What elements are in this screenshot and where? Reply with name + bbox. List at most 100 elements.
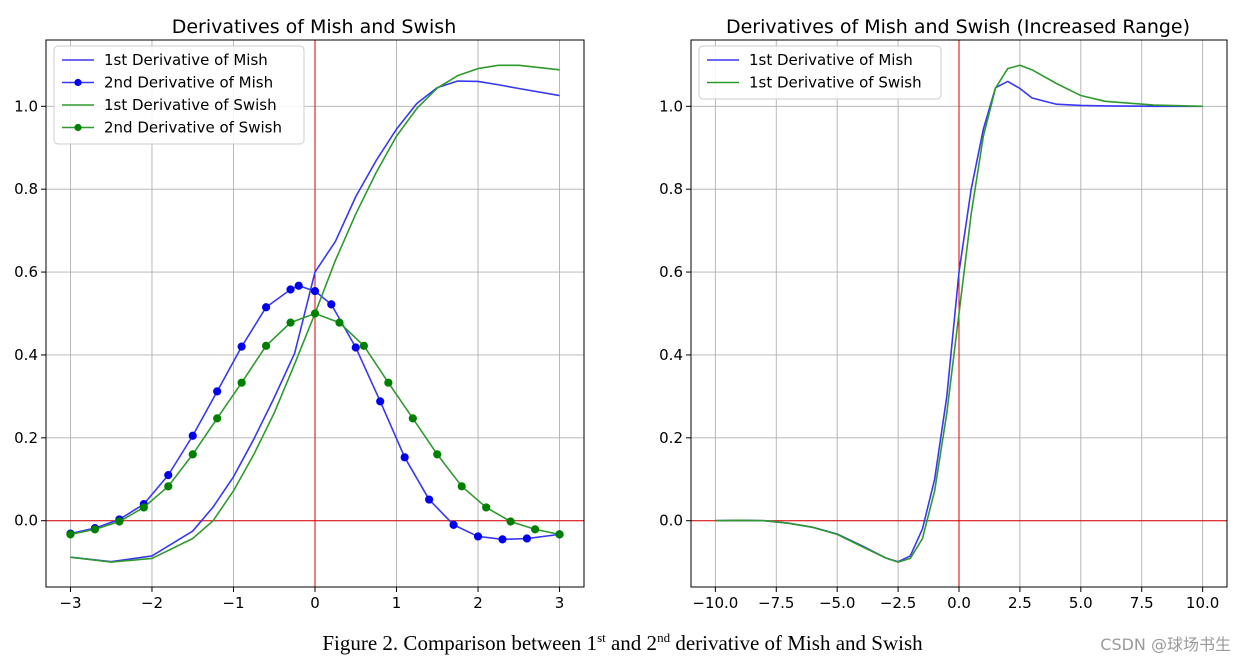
series-group: [715, 64, 1203, 563]
caption-suffix: derivative of Mish and Swish: [670, 631, 923, 655]
x-tick-label: −5.0: [819, 594, 855, 612]
data-point-2nd-derivative-of-mish: [449, 520, 458, 529]
x-tick-label: 10.0: [1186, 594, 1219, 612]
legend-label: 1st Derivative of Swish: [749, 74, 922, 92]
legend-label: 2nd Derivative of Swish: [104, 119, 282, 137]
legend-label: 2nd Derivative of Mish: [104, 74, 273, 92]
data-point-2nd-derivative-of-swish: [530, 525, 540, 534]
x-tick-label: −2.5: [880, 594, 916, 612]
y-tick-label: 0.2: [14, 429, 38, 447]
x-tick-label: −1: [222, 594, 244, 612]
data-point-2nd-derivative-of-swish: [408, 414, 417, 423]
y-tick-label: 1.0: [659, 97, 683, 115]
data-point-2nd-derivative-of-swish: [115, 517, 124, 526]
y-tick-label: 1.0: [14, 97, 38, 115]
x-tick-label: 5.0: [1069, 594, 1093, 612]
y-tick-label: 0.4: [14, 346, 38, 364]
legend: 1st Derivative of Mish 1st Derivative of …: [698, 45, 942, 100]
y-tick-label: 0.8: [659, 180, 683, 198]
x-tick-label: 0: [310, 594, 320, 612]
data-point-2nd-derivative-of-mish: [213, 387, 222, 396]
data-point-2nd-derivative-of-swish: [433, 450, 442, 459]
data-point-2nd-derivative-of-swish: [335, 318, 344, 327]
data-point-2nd-derivative-of-swish: [457, 482, 466, 491]
y-tick-label: 0.6: [14, 263, 38, 281]
watermark: CSDN @球场书生: [1100, 635, 1231, 654]
data-point-2nd-derivative-of-mish: [473, 532, 483, 541]
chart-title: Derivatives of Mish and Swish: [172, 16, 457, 38]
figure-caption: Figure 2. Comparison between 1st and 2nd…: [0, 630, 1245, 656]
data-point-2nd-derivative-of-swish: [310, 309, 320, 318]
data-point-2nd-derivative-of-mish: [498, 535, 507, 544]
series-line-1st-derivative-of-swish: [70, 64, 560, 563]
data-point-2nd-derivative-of-mish: [164, 471, 173, 480]
caption-prefix: Figure 2. Comparison between 1: [322, 631, 598, 655]
data-point-2nd-derivative-of-swish: [286, 318, 295, 327]
caption-sup-first: st: [597, 630, 606, 645]
data-point-2nd-derivative-of-swish: [188, 450, 197, 459]
chart-derivatives: Derivatives of Mish and Swish −3 −2 −1 0 1 2 3…: [14, 16, 585, 612]
y-axis-ticks: 0.0 0.2 0.4 0.6 0.8 1.0: [14, 97, 46, 530]
data-point-2nd-derivative-of-mish: [327, 300, 336, 309]
data-point-2nd-derivative-of-mish: [237, 342, 246, 351]
data-point-2nd-derivative-of-swish: [506, 517, 515, 526]
data-point-2nd-derivative-of-mish: [351, 343, 360, 352]
data-point-2nd-derivative-of-mish: [188, 431, 197, 440]
y-tick-label: 0.8: [14, 180, 38, 198]
legend-box: [698, 45, 942, 100]
legend: 1st Derivative of Mish 2nd Derivative of …: [53, 45, 305, 145]
x-tick-label: 3: [555, 594, 565, 612]
data-point-2nd-derivative-of-swish: [384, 378, 393, 387]
y-tick-label: 0.4: [659, 346, 683, 364]
data-point-2nd-derivative-of-mish: [425, 495, 434, 504]
x-tick-label: −7.5: [758, 594, 794, 612]
data-point-2nd-derivative-of-swish: [139, 503, 148, 512]
x-axis-ticks: −3 −2 −1 0 1 2 3: [59, 587, 564, 612]
data-point-2nd-derivative-of-mish: [286, 285, 295, 294]
figure: Derivatives of Mish and Swish −3 −2 −1 0 1 2 3…: [14, 16, 1228, 612]
x-tick-label: 0.0: [947, 594, 971, 612]
data-point-2nd-derivative-of-swish: [164, 482, 173, 491]
x-tick-label: −10.0: [692, 594, 738, 612]
x-tick-label: −2: [141, 594, 163, 612]
data-point-2nd-derivative-of-swish: [555, 530, 564, 539]
legend-label: 1st Derivative of Mish: [104, 51, 268, 69]
legend-label: 1st Derivative of Swish: [104, 96, 277, 114]
data-point-2nd-derivative-of-mish: [310, 287, 320, 296]
legend-swatch-marker: [74, 123, 82, 132]
legend-swatch-marker: [74, 78, 82, 87]
y-tick-label: 0.2: [659, 429, 683, 447]
y-tick-label: 0.6: [659, 263, 683, 281]
data-point-2nd-derivative-of-mish: [261, 303, 271, 312]
x-tick-label: −3: [59, 594, 81, 612]
data-point-2nd-derivative-of-mish: [522, 534, 532, 543]
data-point-2nd-derivative-of-swish: [482, 503, 491, 512]
chart-derivatives-increased-range: Derivatives of Mish and Swish (Increased…: [659, 16, 1228, 612]
series-group: [66, 64, 564, 563]
y-axis-ticks: 0.0 0.2 0.4 0.6 0.8 1.0: [659, 97, 691, 530]
data-point-2nd-derivative-of-swish: [237, 378, 246, 387]
x-axis-ticks: −10.0 −7.5 −5.0 −2.5 0.0 2.5 5.0 7.5 10.0: [692, 587, 1219, 612]
y-tick-label: 0.0: [659, 512, 683, 530]
data-point-2nd-derivative-of-mish: [376, 397, 385, 406]
caption-mid: and 2: [605, 631, 658, 655]
data-point-2nd-derivative-of-swish: [213, 414, 222, 423]
data-point-2nd-derivative-of-swish: [359, 341, 369, 350]
y-tick-label: 0.0: [14, 512, 38, 530]
data-point-2nd-derivative-of-mish: [294, 281, 303, 290]
data-point-2nd-derivative-of-swish: [90, 525, 100, 534]
x-tick-label: 7.5: [1130, 594, 1154, 612]
series-line-1st-derivative-of-mish: [70, 80, 560, 563]
legend-label: 1st Derivative of Mish: [749, 51, 913, 69]
caption-sup-second: nd: [657, 630, 671, 645]
series-line-1st-derivative-of-swish: [715, 64, 1203, 563]
data-point-2nd-derivative-of-mish: [400, 453, 409, 462]
chart-title: Derivatives of Mish and Swish (Increased…: [726, 16, 1190, 38]
x-tick-label: 2.5: [1008, 594, 1032, 612]
data-point-2nd-derivative-of-swish: [261, 341, 271, 350]
x-tick-label: 2: [473, 594, 483, 612]
x-tick-label: 1: [392, 594, 402, 612]
series-line-2nd-derivative-of-mish: [70, 284, 560, 541]
legend-box: [53, 45, 305, 145]
data-point-2nd-derivative-of-swish: [66, 530, 75, 539]
